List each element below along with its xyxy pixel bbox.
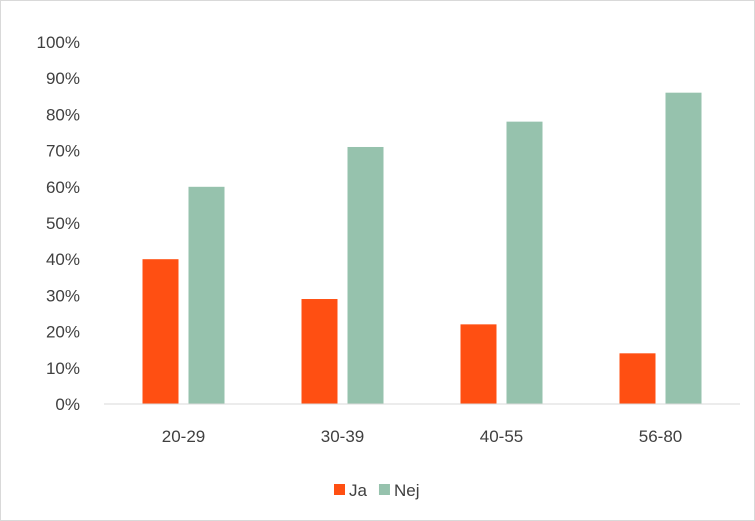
bar-ja-30-39 [301,299,338,404]
x-tick-label: 40-55 [480,427,523,446]
y-tick-label: 50% [46,214,80,233]
y-tick-label: 90% [46,69,80,88]
plot-bars [142,92,702,405]
bar-nej-56-80 [665,92,702,405]
y-tick-label: 80% [46,105,80,124]
y-tick-label: 100% [37,33,80,52]
x-tick-label: 56-80 [639,427,682,446]
bar-ja-56-80 [619,353,656,404]
y-tick-label: 30% [46,286,80,305]
y-tick-label: 10% [46,359,80,378]
x-tick-label: 30-39 [321,427,364,446]
y-tick-label: 40% [46,250,80,269]
legend-label-nej: Nej [394,481,420,500]
bar-ja-40-55 [460,324,497,404]
y-tick-label: 70% [46,142,80,161]
bar-nej-20-29 [188,186,225,404]
legend-swatch-ja [334,484,345,495]
bar-ja-20-29 [142,259,179,404]
y-axis-tick-labels: 0% 10% 20% 30% 40% 50% 60% 70% 80% 90% 100% [37,33,80,414]
x-axis-tick-labels: 20-29 30-39 40-55 56-80 [162,427,682,446]
legend-label-ja: Ja [349,481,368,500]
y-tick-label: 20% [46,323,80,342]
legend-swatch-nej [378,484,390,495]
bar-nej-30-39 [347,146,384,405]
x-tick-label: 20-29 [162,427,205,446]
y-tick-label: 0% [55,395,80,414]
y-tick-label: 60% [46,178,80,197]
legend: Ja Nej [334,481,419,500]
bar-nej-40-55 [506,121,543,404]
